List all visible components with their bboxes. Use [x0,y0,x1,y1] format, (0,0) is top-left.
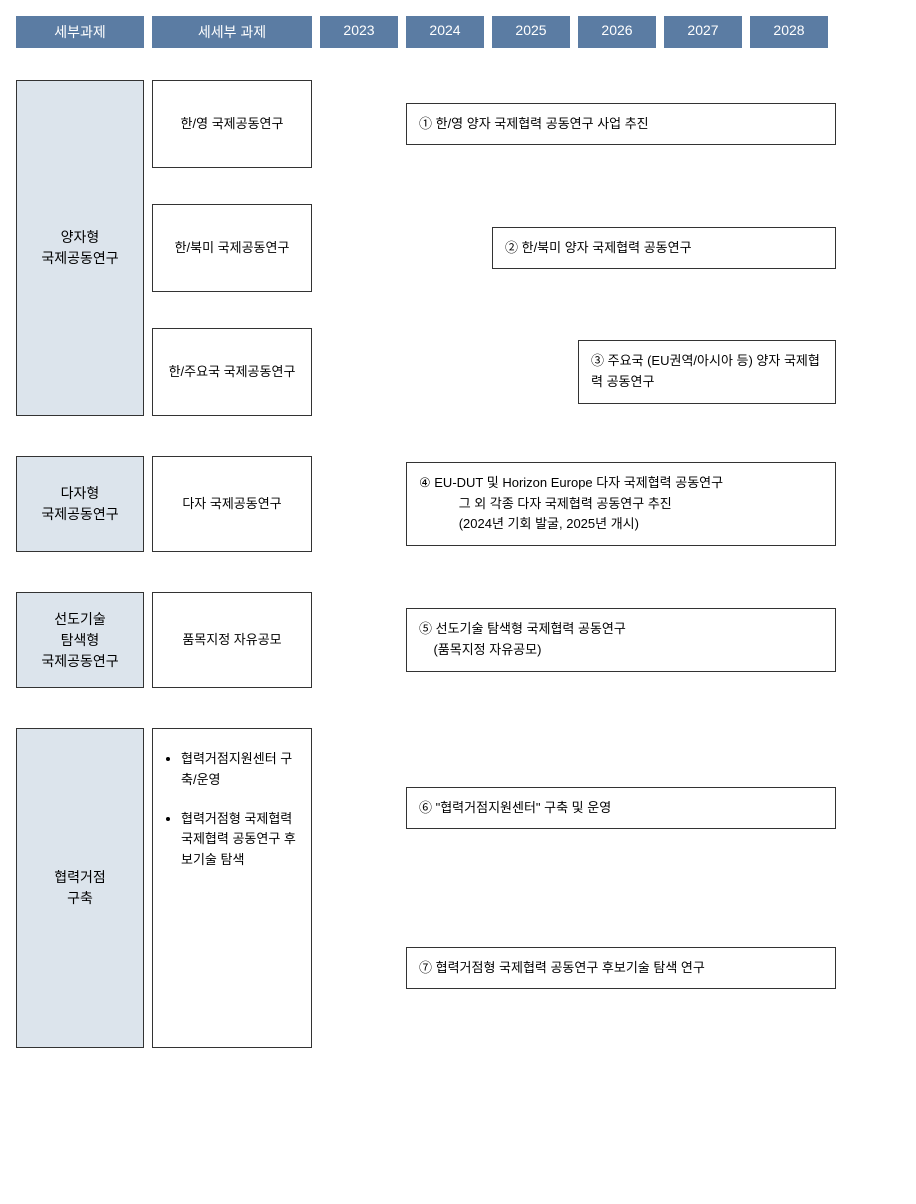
timeline-line: 그 외 각종 다자 국제협력 공동연구 추진 [419,494,823,515]
subtask-box: 한/북미 국제공동연구 [152,204,312,292]
category-leading-tech: 선도기술탐색형국제공동연구 [16,592,144,688]
subtask-box: 품목지정 자유공모 [152,592,312,688]
timeline-line: (2024년 기회 발굴, 2025년 개시) [419,514,823,535]
timeline-item-4: ④ EU-DUT 및 Horizon Europe 다자 국제협력 공동연구 그… [406,462,836,546]
header-year-2023: 2023 [320,16,398,48]
category-multilateral: 다자형국제공동연구 [16,456,144,552]
subtask-label: 한/영 국제공동연구 [181,114,284,134]
subtask-column: 한/영 국제공동연구 한/북미 국제공동연구 한/주요국 국제공동연구 [152,80,312,416]
header-subtask: 세세부 과제 [152,16,312,48]
category-label: 협력거점구축 [54,867,106,909]
timeline-item-1: ① 한/영 양자 국제협력 공동연구 사업 추진 [406,103,836,146]
subtask-label: 한/북미 국제공동연구 [175,238,290,258]
subtask-label: 품목지정 자유공모 [182,630,281,650]
section-cooperation-hub: 협력거점구축 협력거점지원센터 구축/운영 협력거점형 국제협력 국제협력 공동… [16,728,900,1048]
header-row: 세부과제 세세부 과제 2023 2024 2025 2026 2027 202… [16,16,900,48]
header-year-2026: 2026 [578,16,656,48]
header-year-2027: 2027 [664,16,742,48]
header-year-2028: 2028 [750,16,828,48]
subtask-box: 한/주요국 국제공동연구 [152,328,312,416]
timeline-line: ④ EU-DUT 및 Horizon Europe 다자 국제협력 공동연구 [419,473,823,494]
header-category: 세부과제 [16,16,144,48]
subtask-box: 다자 국제공동연구 [152,456,312,552]
section-bilateral: 양자형국제공동연구 한/영 국제공동연구 한/북미 국제공동연구 한/주요국 국… [16,80,900,416]
timeline-text: ② 한/북미 양자 국제협력 공동연구 [505,240,692,255]
category-label: 양자형국제공동연구 [41,227,118,269]
timeline-text: ⑦ 협력거점형 국제협력 공동연구 후보기술 탐색 연구 [419,960,705,975]
category-label: 선도기술탐색형국제공동연구 [41,609,118,672]
header-year-2025: 2025 [492,16,570,48]
category-cooperation-hub: 협력거점구축 [16,728,144,1048]
timeline-text: ① 한/영 양자 국제협력 공동연구 사업 추진 [419,116,649,131]
timeline-item-7: ⑦ 협력거점형 국제협력 공동연구 후보기술 탐색 연구 [406,947,836,990]
section-leading-tech: 선도기술탐색형국제공동연구 품목지정 자유공모 ⑤ 선도기술 탐색형 국제협력 … [16,592,900,688]
bullet-item: 협력거점형 국제협력 국제협력 공동연구 후보기술 탐색 [181,809,301,871]
timeline-item-2: ② 한/북미 양자 국제협력 공동연구 [492,227,836,270]
subtask-label: 다자 국제공동연구 [182,494,281,514]
bullet-item: 협력거점지원센터 구축/운영 [181,749,301,791]
bullet-list: 협력거점지원센터 구축/운영 협력거점형 국제협력 국제협력 공동연구 후보기술… [163,749,301,889]
timeline-line: ⑤ 선도기술 탐색형 국제협력 공동연구 [419,619,823,640]
timeline-item-5: ⑤ 선도기술 탐색형 국제협력 공동연구 (품목지정 자유공모) [406,608,836,672]
subtask-box: 한/영 국제공동연구 [152,80,312,168]
section-multilateral: 다자형국제공동연구 다자 국제공동연구 ④ EU-DUT 및 Horizon E… [16,456,900,552]
timeline-item-6: ⑥ "협력거점지원센터" 구축 및 운영 [406,787,836,830]
timeline-column: ① 한/영 양자 국제협력 공동연구 사업 추진 ② 한/북미 양자 국제협력 … [320,80,900,416]
category-bilateral: 양자형국제공동연구 [16,80,144,416]
timeline-line: (품목지정 자유공모) [419,640,823,661]
subtask-label: 한/주요국 국제공동연구 [169,362,296,382]
header-year-2024: 2024 [406,16,484,48]
timeline-text: ⑥ "협력거점지원센터" 구축 및 운영 [419,800,611,815]
timeline-text: ③ 주요국 (EU권역/아시아 등) 양자 국제협력 공동연구 [591,353,820,389]
timeline-item-3: ③ 주요국 (EU권역/아시아 등) 양자 국제협력 공동연구 [578,340,836,404]
subtask-box-bulleted: 협력거점지원센터 구축/운영 협력거점형 국제협력 국제협력 공동연구 후보기술… [152,728,312,1048]
category-label: 다자형국제공동연구 [41,483,118,525]
